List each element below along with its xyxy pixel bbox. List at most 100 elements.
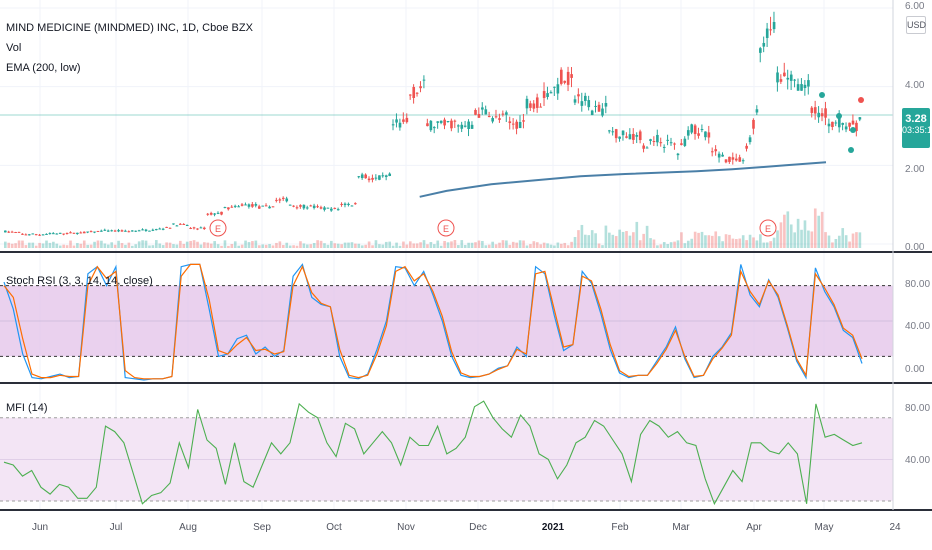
volume-bar [690, 238, 694, 248]
candle-body [759, 48, 762, 53]
volume-bar [590, 230, 594, 248]
volume-bar [367, 241, 371, 248]
volume-bar [395, 242, 398, 248]
candle-body [673, 143, 676, 145]
volume-bar [172, 244, 175, 248]
candle-body [134, 230, 138, 232]
candle-body [31, 233, 35, 235]
candle-body [669, 142, 673, 144]
candle-body [752, 119, 755, 129]
candle-body [446, 121, 450, 123]
volume-bar [618, 229, 621, 248]
volume-bar [741, 235, 745, 248]
x-tick: Nov [397, 522, 415, 533]
y-tick-mfi-0: 80.00 [905, 403, 931, 414]
volume-bar [264, 244, 268, 248]
candle-body [731, 157, 735, 160]
candle-body [436, 121, 440, 123]
candle-body [710, 151, 714, 153]
volume-bar [642, 233, 645, 248]
volume-bar [686, 240, 690, 248]
candle-body [820, 113, 824, 117]
volume-bar [323, 243, 326, 248]
candle-body [185, 225, 189, 227]
candle-body [408, 94, 412, 96]
y-tick-stoch-0: 80.00 [905, 279, 931, 290]
volume-bar [446, 242, 450, 248]
candle-body [323, 207, 326, 210]
volume-bar [391, 245, 395, 248]
volume-bar [834, 238, 838, 248]
volume-bar [155, 240, 158, 248]
volume-bar [601, 245, 604, 248]
candle-body [594, 105, 597, 107]
candle-body [384, 175, 388, 177]
volume-bar [467, 242, 470, 248]
candle-body [611, 131, 615, 133]
volume-bar [371, 245, 374, 248]
candle-body [209, 212, 213, 215]
candle-body [501, 113, 505, 115]
candle-body [227, 207, 230, 210]
volume-bar [58, 245, 62, 248]
volume-bar [45, 240, 48, 248]
volume-bar [220, 245, 223, 248]
volume-bar [710, 235, 714, 248]
candle-body [721, 154, 724, 157]
candle-body [264, 205, 268, 207]
candle-body [45, 233, 48, 235]
candle-body [841, 122, 845, 125]
volume-bar [700, 231, 704, 248]
volume-bar [251, 241, 254, 248]
countdown: 03:35:12 [902, 125, 932, 135]
candle-body [539, 106, 543, 108]
candle-body [158, 228, 162, 230]
candle-body [443, 119, 446, 126]
volume-bar [786, 211, 790, 248]
candle-body [467, 121, 470, 130]
candle-body [141, 229, 144, 231]
volume-bar [477, 240, 481, 248]
candle-body [281, 197, 285, 199]
candle-body [106, 230, 110, 232]
candle-body [738, 157, 742, 162]
volume-bar [254, 240, 258, 248]
candle-body [216, 212, 220, 214]
volume-bar [292, 245, 295, 248]
candle-body [254, 204, 258, 206]
volume-bar [759, 234, 762, 248]
candle-body [151, 229, 155, 231]
volume-bar [745, 240, 748, 248]
candle-body [628, 134, 632, 140]
candle-body [189, 227, 192, 229]
volume-bar [278, 241, 282, 248]
volume-bar [295, 245, 299, 248]
last-price-tag: 3.28 03:35:12 [902, 108, 932, 148]
candle-body [271, 206, 275, 208]
volume-bar [683, 243, 687, 248]
volume-bar [673, 241, 676, 248]
candle-body [457, 125, 460, 127]
axes [0, 0, 932, 511]
volume-bar [666, 244, 670, 248]
currency-button[interactable]: USD [906, 16, 926, 34]
candle-body [525, 98, 529, 109]
volume-bar [223, 240, 227, 248]
candle-body [827, 123, 831, 127]
candle-body [556, 84, 560, 94]
candle-body [58, 232, 62, 234]
volume-bar [237, 245, 241, 248]
ema-200-line [419, 161, 827, 198]
candle-body [491, 118, 494, 122]
candle-body [124, 230, 127, 232]
candle-body [395, 119, 398, 123]
volume-bar [288, 245, 292, 248]
volume-bar [608, 232, 611, 248]
candle-body [309, 205, 313, 207]
candle-body [175, 225, 179, 227]
y-tick-price-0: 6.00 [905, 1, 925, 12]
earnings-label: E [765, 224, 771, 234]
volume-bar [587, 235, 591, 248]
volume-bar [86, 244, 89, 248]
